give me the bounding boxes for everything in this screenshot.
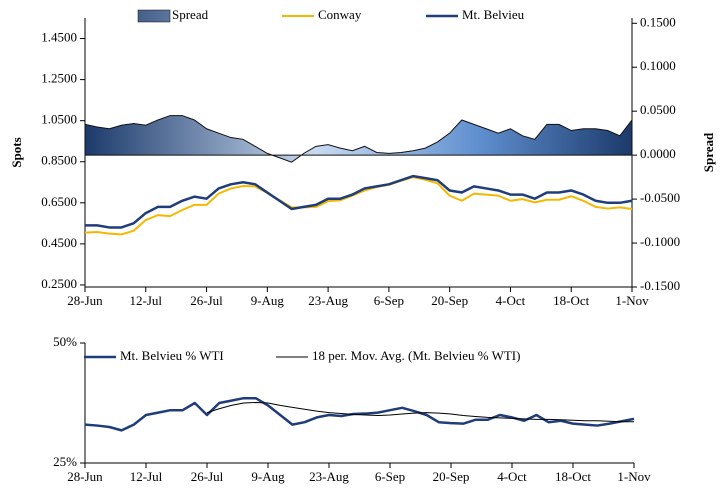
- legend-label: 18 per. Mov. Avg. (Mt. Belvieu % WTI): [312, 348, 520, 363]
- y-tick-label: 0.6500: [41, 194, 77, 209]
- x-tick-label: 1-Nov: [615, 293, 649, 308]
- x-tick-label: 26-Jul: [190, 293, 223, 308]
- series-line: [84, 396, 635, 432]
- y-tick-label: 0.4500: [41, 235, 77, 250]
- y2-tick-label: 0.1000: [640, 58, 676, 73]
- x-tick-label: 9-Aug: [251, 293, 285, 308]
- series-line: [84, 176, 633, 236]
- y-tick-label: 50%: [53, 334, 77, 349]
- y2-tick-label: -0.1000: [640, 234, 680, 249]
- x-tick-label: 18-Oct: [553, 293, 589, 308]
- series-line: [206, 402, 634, 423]
- legend-label: Mt. Belvieu % WTI: [120, 348, 224, 363]
- y-tick-label: 0.8500: [41, 153, 77, 168]
- legend-label: Mt. Belvieu: [462, 7, 525, 22]
- series-line: [85, 174, 633, 229]
- x-tick-label: 6-Sep: [375, 469, 405, 484]
- y-tick-label: 1.4500: [41, 30, 77, 45]
- x-tick-label: 28-Jun: [67, 469, 103, 484]
- y-tick-label: 1.2500: [41, 71, 77, 86]
- legend-label: Conway: [318, 7, 362, 22]
- x-tick-label: 20-Sep: [431, 293, 468, 308]
- y-tick-label: 0.2500: [41, 276, 77, 291]
- y2-tick-label: 0.1500: [640, 14, 676, 29]
- spread-area: [84, 115, 633, 163]
- x-tick-label: 9-Aug: [251, 469, 285, 484]
- x-tick-label: 23-Aug: [308, 293, 348, 308]
- x-tick-label: 28-Jun: [67, 293, 103, 308]
- x-tick-label: 4-Oct: [497, 469, 527, 484]
- x-tick-label: 4-Oct: [496, 293, 526, 308]
- x-tick-label: 23-Aug: [309, 469, 349, 484]
- y2-tick-label: 0.0000: [640, 146, 676, 161]
- y2-tick-label: -0.1500: [640, 278, 680, 293]
- x-tick-label: 6-Sep: [374, 293, 404, 308]
- y2-tick-label: -0.0500: [640, 190, 680, 205]
- y-tick-label: 25%: [53, 454, 77, 469]
- y2-axis-label: Spread: [701, 132, 716, 172]
- y-tick-label: 1.0500: [41, 112, 77, 127]
- x-tick-label: 1-Nov: [617, 469, 651, 484]
- x-tick-label: 26-Jul: [191, 469, 224, 484]
- x-tick-label: 18-Oct: [555, 469, 591, 484]
- x-tick-label: 12-Jul: [130, 293, 163, 308]
- legend-label: Spread: [172, 7, 209, 22]
- x-tick-label: 12-Jul: [130, 469, 163, 484]
- legend-swatch: [137, 9, 171, 23]
- x-tick-label: 20-Sep: [433, 469, 470, 484]
- y2-tick-label: 0.0500: [640, 102, 676, 117]
- y-axis-label: Spots: [9, 137, 24, 167]
